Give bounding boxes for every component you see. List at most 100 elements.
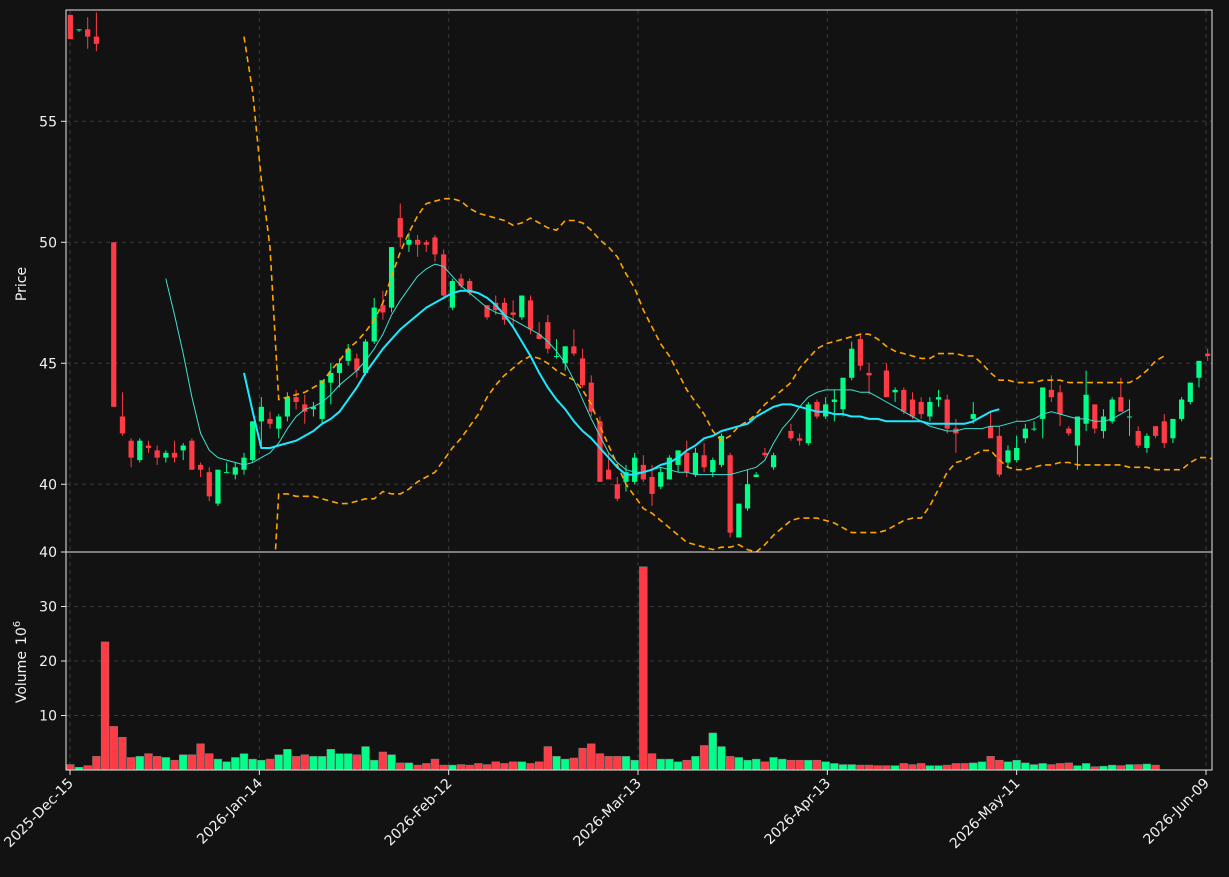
volume-bar xyxy=(66,764,75,771)
volume-bar xyxy=(231,757,240,771)
volume-bar xyxy=(222,761,231,771)
volume-bar xyxy=(196,743,205,771)
volume-axis-label-text: Volume xyxy=(14,651,30,703)
volume-bar xyxy=(283,749,292,771)
volume-bar xyxy=(665,758,674,771)
candle-body xyxy=(571,346,577,354)
volume-tick-label: 40 xyxy=(39,545,57,561)
volume-bar xyxy=(743,759,752,771)
candle-body xyxy=(388,247,395,308)
volume-bar xyxy=(630,759,639,771)
candle-body xyxy=(449,281,455,308)
volume-bar xyxy=(613,756,622,771)
volume-bar xyxy=(1055,763,1065,771)
volume-bar xyxy=(1108,764,1117,771)
volume-bar xyxy=(126,757,136,771)
volume-tick-label: 20 xyxy=(39,654,57,670)
volume-bar xyxy=(830,763,839,771)
volume-bar xyxy=(317,756,327,771)
candle-body xyxy=(831,399,837,402)
candle-body xyxy=(666,457,672,480)
candle-body xyxy=(345,348,351,361)
volume-bar xyxy=(778,758,787,771)
volume-bar xyxy=(552,756,561,771)
volume-bar xyxy=(925,765,934,771)
candle-body xyxy=(224,472,230,474)
volume-bar xyxy=(1012,759,1021,771)
candle-body xyxy=(145,445,152,448)
volume-bar xyxy=(153,756,162,771)
candle-body xyxy=(336,363,343,373)
volume-bar xyxy=(986,756,995,771)
volume-bar xyxy=(587,743,596,771)
volume-bar xyxy=(265,758,275,771)
volume-bar xyxy=(769,757,778,771)
volume-bar xyxy=(760,761,770,771)
volume-axis-unit-exponent: 6 xyxy=(12,621,23,627)
candle-body xyxy=(1040,387,1046,419)
volume-bar xyxy=(491,761,500,771)
candle-body xyxy=(701,455,707,468)
candle-body xyxy=(501,302,508,320)
candle-body xyxy=(849,348,855,378)
sma-slow-line xyxy=(243,289,1000,476)
candle-body xyxy=(302,404,308,412)
price-tick-label: 50 xyxy=(39,235,57,251)
candle-body xyxy=(918,401,924,415)
candle-body xyxy=(970,414,976,419)
candle-body xyxy=(553,356,560,358)
volume-bar xyxy=(161,757,170,771)
candle-body xyxy=(250,421,256,461)
volume-bar xyxy=(1064,762,1073,771)
candle-body xyxy=(1014,447,1020,461)
candle-body xyxy=(267,418,273,424)
candle-body xyxy=(718,435,725,465)
volume-bar xyxy=(135,756,144,771)
candle-body xyxy=(623,472,629,482)
candle-body xyxy=(293,397,299,402)
candle-body xyxy=(866,372,872,376)
candle-body xyxy=(927,401,933,417)
volume-bar xyxy=(1029,764,1039,771)
volume-bar xyxy=(873,765,882,771)
volume-bar xyxy=(882,765,891,771)
candle-body xyxy=(171,452,178,458)
volume-bar xyxy=(517,761,526,771)
candle-body xyxy=(1083,394,1089,424)
candle-body xyxy=(189,440,195,470)
volume-bar xyxy=(856,764,865,771)
volume-bar xyxy=(543,746,552,771)
volume-bar xyxy=(179,754,188,771)
volume-bar xyxy=(239,753,249,771)
volume-bar xyxy=(1142,763,1152,771)
volume-bar xyxy=(917,763,926,771)
candle-body xyxy=(1048,389,1054,398)
candle-body xyxy=(1066,428,1072,434)
volume-bar xyxy=(422,763,431,771)
candle-body xyxy=(397,218,403,238)
volume-bar xyxy=(639,566,648,771)
candle-body xyxy=(197,464,204,470)
candle-body xyxy=(597,421,603,482)
candle-body xyxy=(1126,416,1133,418)
candle-body xyxy=(545,322,551,349)
volume-bar xyxy=(205,753,214,771)
candle-body xyxy=(614,484,620,499)
volume-bar xyxy=(847,764,856,771)
volume-bar xyxy=(1151,764,1160,771)
volume-bar xyxy=(1125,764,1134,771)
candle-body xyxy=(527,300,534,330)
candle-body xyxy=(76,29,82,31)
candle-body xyxy=(770,455,777,468)
volume-bar xyxy=(170,759,179,771)
volume-axis-label: Volume 106 xyxy=(12,621,30,703)
candle-body xyxy=(1005,450,1011,463)
price-tick-label: 40 xyxy=(39,477,57,493)
volume-bar xyxy=(344,753,353,771)
volume-bar xyxy=(890,765,900,771)
volume-bar xyxy=(1081,763,1091,771)
volume-bar xyxy=(257,759,266,771)
volume-bar xyxy=(248,758,257,771)
candle-body xyxy=(909,399,916,417)
volume-bar xyxy=(352,754,361,771)
